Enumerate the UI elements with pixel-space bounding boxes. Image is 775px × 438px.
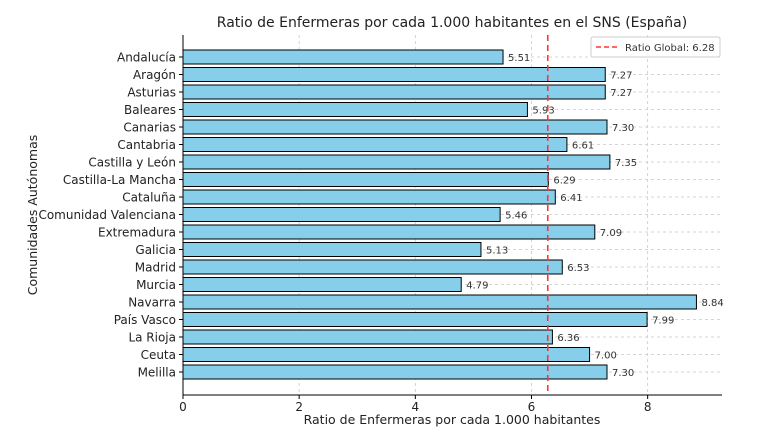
legend-box [590,36,721,58]
bar [182,49,504,65]
bar-value-label: 6.41 [560,193,582,204]
bar-value-label: 7.00 [595,351,617,362]
y-tick-label: Aragón [133,68,176,82]
bar [182,207,501,222]
bar [182,172,549,187]
y-tick-label: Castilla y León [88,156,176,170]
x-tick-label: 4 [412,400,420,414]
y-tick-label: Asturias [127,86,176,100]
y-tick-label: Madrid [135,261,176,275]
x-axis-label: Ratio de Enfermeras por cada 1.000 habit… [304,412,601,427]
bar [182,242,482,257]
y-tick-label: Baleares [124,103,176,117]
bar [182,137,568,152]
bar [182,259,563,275]
bar [182,364,608,380]
y-tick-label: Andalucía [117,51,176,65]
bar [182,294,697,310]
bar [182,84,606,100]
x-tick-label: 6 [528,400,536,414]
y-tick-label: Castilla-La Mancha [63,173,176,187]
bar [182,189,556,205]
bar-value-label: 6.29 [553,176,575,187]
bar-value-label: 5.13 [486,246,508,257]
bar-value-label: 7.27 [610,71,632,82]
y-tick-label: Extremadura [98,226,176,240]
bar-value-label: 6.53 [567,263,589,274]
bar [182,67,606,82]
bar-value-label: 7.30 [612,368,634,379]
bar [182,277,462,292]
y-tick-label: Canarias [123,121,176,135]
chart-title: Ratio de Enfermeras por cada 1.000 habit… [217,15,687,31]
y-tick-label: Cantabria [117,138,176,152]
bar-value-label: 7.30 [612,123,634,134]
bar-value-label: 7.09 [600,228,622,239]
bar [182,347,591,362]
x-tick-label: 8 [644,400,652,414]
bar-value-label: 5.46 [505,211,527,222]
bar-value-label: 6.61 [572,141,594,152]
x-tick-label: 0 [179,400,187,414]
y-tick-label: La Rioja [128,331,176,345]
y-tick-label: País Vasco [114,313,176,327]
y-axis-label: Comunidades Autónomas [25,135,40,296]
bar-value-label: 5.93 [532,106,554,117]
bar-value-label: 5.51 [508,53,530,64]
y-tick-label: Cataluña [122,191,176,205]
y-tick-label: Murcia [136,278,176,292]
bar [182,119,608,135]
y-tick-label: Comunidad Valenciana [38,208,176,222]
legend-label: Ratio Global: 6.28 [625,43,715,54]
y-tick-label: Melilla [138,366,176,380]
x-tick-label: 2 [295,400,303,414]
bar-value-label: 8.84 [701,298,723,309]
y-tick-label: Navarra [128,296,176,310]
y-tick-label: Ceuta [141,348,176,362]
bar-value-label: 7.99 [652,316,674,327]
bar [182,224,596,240]
bar [182,329,553,345]
bar [182,102,528,117]
bar [182,312,648,327]
bar [182,154,611,170]
bar-value-label: 7.35 [615,158,637,169]
y-tick-label: Galicia [135,243,176,257]
legend: Ratio Global: 6.28 [590,36,721,58]
bar-value-label: 6.36 [557,333,579,344]
bar-value-label: 4.79 [466,281,488,292]
bar-value-label: 7.27 [610,88,632,99]
